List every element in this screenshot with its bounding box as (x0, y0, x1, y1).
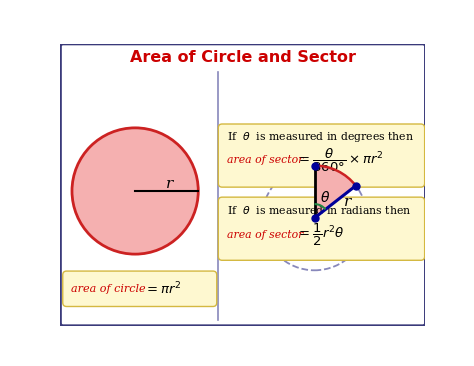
Text: $\theta$: $\theta$ (319, 190, 330, 205)
FancyBboxPatch shape (219, 197, 425, 260)
Text: $= \pi r^2$: $= \pi r^2$ (144, 280, 181, 297)
FancyBboxPatch shape (63, 271, 217, 306)
FancyBboxPatch shape (61, 44, 425, 326)
Text: r: r (344, 195, 351, 209)
FancyBboxPatch shape (219, 124, 425, 187)
Circle shape (72, 128, 198, 254)
Text: If  $\theta$  is measured in degrees then: If $\theta$ is measured in degrees then (227, 130, 414, 144)
Text: $=\dfrac{1}{2}r^2\theta$: $=\dfrac{1}{2}r^2\theta$ (296, 222, 345, 248)
Text: If  $\theta$  is measured in radians then: If $\theta$ is measured in radians then (227, 204, 411, 216)
Text: area of sector: area of sector (227, 155, 303, 165)
Wedge shape (315, 165, 356, 218)
Text: $=\dfrac{\theta}{360°}\times \pi r^2$: $=\dfrac{\theta}{360°}\times \pi r^2$ (296, 147, 383, 174)
Text: area of circle: area of circle (71, 284, 146, 294)
Text: area of sector: area of sector (227, 230, 303, 240)
Text: r: r (166, 177, 173, 191)
Text: Area of Circle and Sector: Area of Circle and Sector (130, 49, 356, 64)
